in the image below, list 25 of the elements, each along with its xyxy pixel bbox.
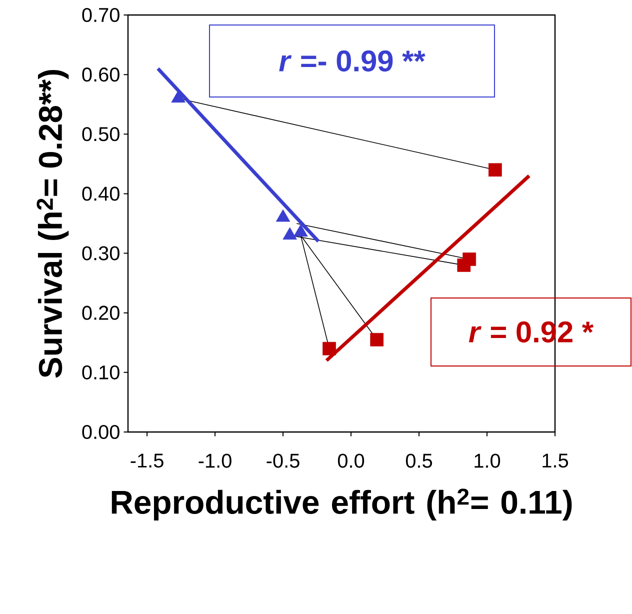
y-tick-label: 0.40: [82, 186, 120, 201]
annotation: r =- 0.99 **: [279, 50, 426, 72]
point: [457, 258, 471, 272]
x-tick-label: -1.5: [130, 454, 164, 468]
y-tick-label: 0.60: [82, 68, 120, 82]
point: [171, 90, 186, 103]
x-tick-label: -0.5: [266, 454, 300, 468]
point: [370, 332, 384, 346]
y-tick-label: 0.10: [82, 365, 120, 380]
x-tick-label: -1.0: [198, 454, 232, 468]
x-tick-label: 0.0: [338, 454, 364, 468]
y-tick-label: 0.70: [82, 8, 120, 22]
x-tick-label: 1.5: [542, 454, 568, 468]
x-tick-label: 1.0: [474, 454, 500, 468]
point: [322, 342, 336, 356]
x-axis-title: Reproductive effort (h$^{2}$= 0.11): [112, 488, 572, 521]
y-tick-label: 0.50: [82, 127, 120, 142]
point: [294, 224, 308, 237]
y-tick-label: 0.20: [82, 306, 120, 320]
point: [276, 209, 290, 222]
x-tick-label: 0.5: [406, 454, 432, 468]
y-tick-label: 0.00: [82, 424, 120, 440]
y-tick-label: 0.30: [82, 246, 120, 260]
point: [282, 227, 297, 240]
y-axis-title: Survival (h$^{2}$= 0.28**): [36, 70, 69, 378]
